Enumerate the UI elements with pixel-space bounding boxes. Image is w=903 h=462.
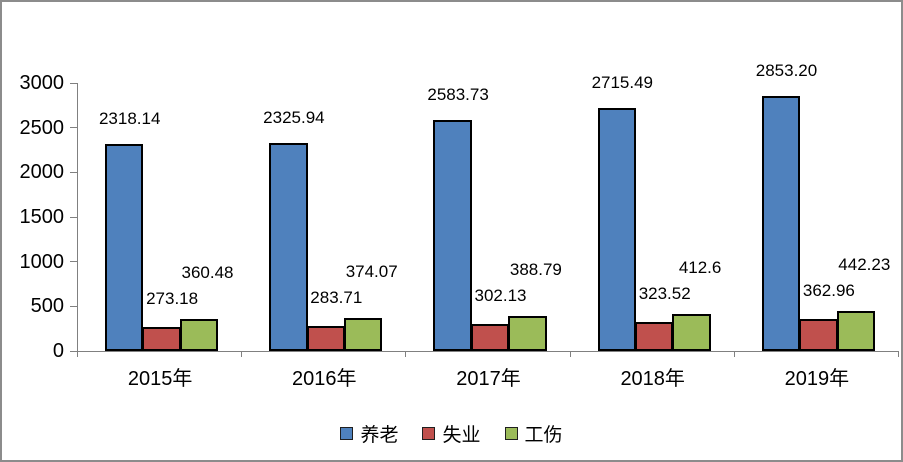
bar-value-label: 2583.73: [427, 85, 489, 105]
x-category-label: 2019年: [784, 368, 850, 390]
y-tick: [70, 350, 78, 352]
y-tick: [70, 216, 78, 218]
bar-value-label: 362.96: [802, 280, 855, 300]
legend: 养老 失业 工伤: [2, 420, 901, 447]
bar-养老-2019年: [761, 96, 801, 351]
legend-label-pension: 养老: [360, 425, 399, 446]
bar-失业-2016年: [306, 325, 345, 351]
y-tick-label: 1000: [19, 250, 65, 273]
legend-swatch-unemployment-icon: [422, 427, 436, 440]
bar-value-label: 283.71: [310, 287, 363, 307]
bar-value-label: 388.79: [509, 260, 562, 280]
bar-失业-2019年: [799, 318, 838, 351]
legend-label-unemployment: 失业: [442, 425, 481, 446]
x-category-label: 2018年: [620, 368, 685, 390]
legend-item-unemployment: 失业: [422, 420, 481, 447]
x-category-label: 2016年: [292, 368, 357, 390]
legend-swatch-pension-icon: [340, 427, 354, 440]
x-tick: [77, 351, 78, 357]
x-category-label: 2017年: [456, 368, 521, 390]
legend-swatch-injury-icon: [504, 427, 518, 440]
bar-工伤-2018年: [672, 314, 711, 351]
bar-value-label: 442.23: [838, 255, 891, 275]
y-tick: [70, 305, 78, 307]
bar-value-label: 374.07: [345, 261, 398, 281]
bar-养老-2017年: [433, 120, 472, 351]
bar-失业-2015年: [142, 326, 181, 351]
bar-工伤-2017年: [508, 316, 547, 351]
legend-item-pension: 养老: [340, 420, 398, 447]
bar-value-label: 2715.49: [591, 73, 654, 93]
bar-工伤-2019年: [836, 311, 875, 351]
y-tick-label: 1500: [19, 206, 65, 228]
bar-value-label: 412.6: [678, 258, 722, 278]
legend-label-injury: 工伤: [524, 425, 563, 446]
bar-失业-2018年: [635, 322, 674, 351]
bar-工伤-2016年: [344, 317, 383, 351]
y-tick-label: 0: [52, 340, 64, 362]
bar-value-label: 273.18: [146, 288, 199, 308]
y-tick-label: 2000: [19, 161, 65, 184]
bar-养老-2015年: [105, 143, 144, 351]
y-tick: [70, 171, 78, 173]
x-tick: [898, 351, 899, 357]
bar-value-label: 2853.20: [755, 61, 818, 81]
bar-养老-2018年: [597, 108, 636, 351]
bar-失业-2017年: [470, 324, 510, 351]
y-tick: [70, 261, 78, 263]
bar-工伤-2015年: [179, 318, 219, 351]
y-tick-label: 2500: [19, 116, 65, 139]
x-tick: [405, 351, 407, 357]
bar-养老-2016年: [269, 143, 308, 351]
bar-value-label: 2325.94: [263, 108, 325, 128]
x-tick: [241, 351, 243, 357]
y-tick: [70, 82, 78, 84]
x-tick: [569, 351, 571, 357]
bar-value-label: 360.48: [181, 262, 234, 282]
bar-value-label: 302.13: [474, 286, 527, 305]
y-tick: [70, 127, 78, 129]
y-tick-label: 3000: [19, 72, 65, 94]
x-tick: [733, 351, 735, 357]
x-category-label: 2015年: [127, 368, 193, 390]
bar-value-label: 323.52: [638, 284, 691, 304]
y-tick-label: 500: [30, 295, 64, 318]
x-axis-line: [77, 351, 899, 352]
bar-value-label: 2318.14: [98, 108, 161, 128]
legend-item-injury: 工伤: [504, 420, 563, 447]
